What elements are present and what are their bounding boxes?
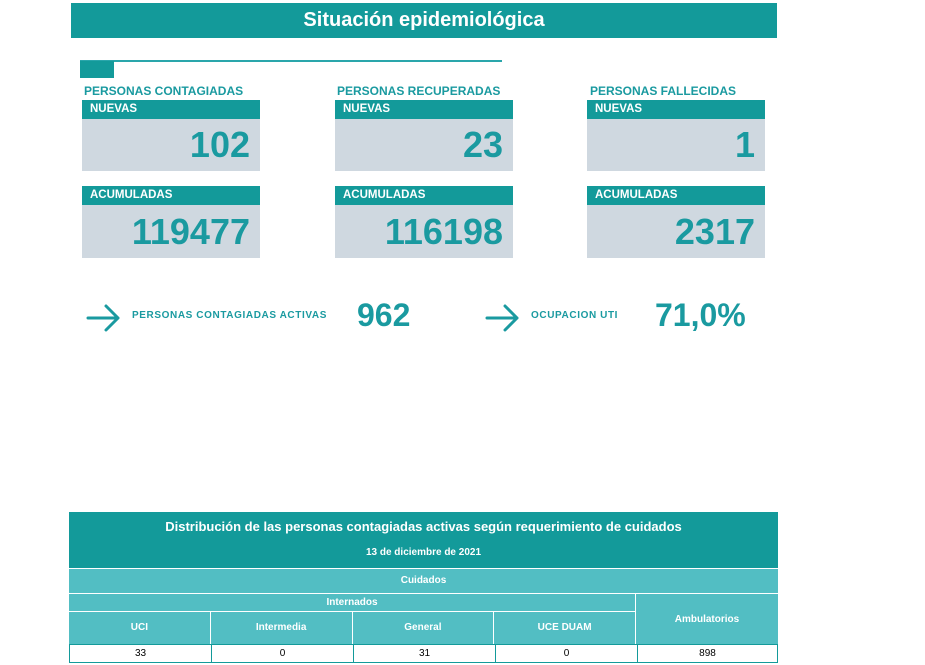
table-title: Distribución de las personas contagiadas… (69, 512, 778, 542)
column-header-ambulatorios: Ambulatorios (635, 594, 778, 644)
card-value: 23 (335, 119, 513, 171)
arrow-right-icon (86, 304, 120, 332)
cell-general: 31 (353, 645, 495, 662)
metric-label-uti: OCUPACION UTI (531, 310, 619, 321)
column-header-general: General (351, 612, 494, 644)
page-title: Situación epidemiológica (71, 3, 777, 38)
arrow-right-icon (485, 304, 519, 332)
cell-uce-duam: 0 (495, 645, 637, 662)
card-fallecidas-acumuladas: ACUMULADAS 2317 (587, 186, 765, 258)
card-value: 119477 (82, 205, 260, 258)
card-value: 102 (82, 119, 260, 171)
card-value: 116198 (335, 205, 513, 258)
group-title-recuperadas: PERSONAS RECUPERADAS (337, 84, 501, 98)
cell-ambulatorios: 898 (637, 645, 777, 662)
table-row: 33 0 31 0 898 (69, 644, 778, 663)
page-title-text: Situación epidemiológica (303, 9, 545, 31)
card-label: NUEVAS (335, 100, 513, 119)
card-contagiadas-acumuladas: ACUMULADAS 119477 (82, 186, 260, 258)
column-header-intermedia: Intermedia (209, 612, 352, 644)
metric-label-activas: PERSONAS CONTAGIADAS ACTIVAS (132, 310, 327, 321)
cell-uci: 33 (134, 648, 147, 659)
internados-subcolumns: UCI Intermedia General UCE DUAM (69, 611, 635, 644)
card-recuperadas-acumuladas: ACUMULADAS 116198 (335, 186, 513, 258)
column-header-uce-duam: UCE DUAM (493, 612, 635, 644)
card-value: 2317 (587, 205, 765, 258)
card-label: ACUMULADAS (82, 186, 260, 205)
internados-block: Internados UCI Intermedia General UCE DU… (69, 594, 635, 644)
card-value: 1 (587, 119, 765, 171)
table-date: 13 de diciembre de 2021 (69, 542, 778, 568)
header-divider (80, 60, 502, 62)
group-title-contagiadas: PERSONAS CONTAGIADAS (84, 84, 244, 98)
card-label: NUEVAS (587, 100, 765, 119)
internados-header: Internados (69, 594, 635, 611)
column-header-uci: UCI (69, 612, 210, 644)
group-title-fallecidas: PERSONAS FALLECIDAS (590, 84, 737, 98)
card-recuperadas-nuevas: NUEVAS 23 (335, 100, 513, 171)
metric-value-activas: 962 (357, 297, 411, 333)
card-fallecidas-nuevas: NUEVAS 1 (587, 100, 765, 171)
cell-intermedia: 0 (211, 645, 353, 662)
card-label: ACUMULADAS (587, 186, 765, 205)
table-header-grid: Internados UCI Intermedia General UCE DU… (69, 593, 778, 644)
card-label: ACUMULADAS (335, 186, 513, 205)
card-contagiadas-nuevas: NUEVAS 102 (82, 100, 260, 171)
care-distribution-table: Distribución de las personas contagiadas… (69, 512, 778, 663)
metric-value-uti: 71,0% (655, 297, 746, 333)
card-label: NUEVAS (82, 100, 260, 119)
table-cuidados-header: Cuidados (69, 568, 778, 593)
divider-accent-block (80, 61, 114, 78)
